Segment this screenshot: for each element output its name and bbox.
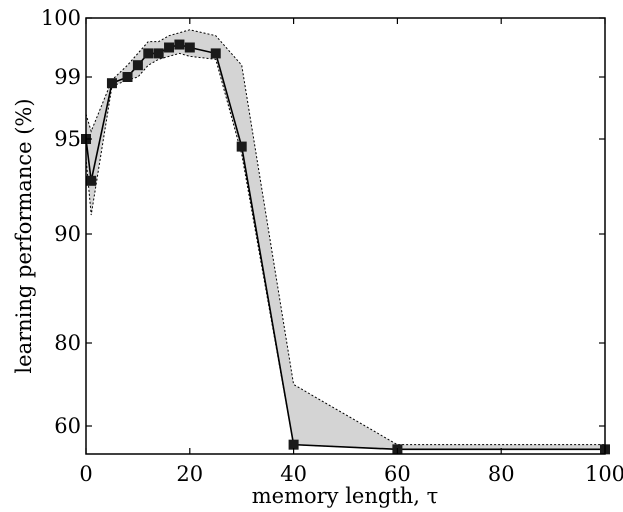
x-tick-label: 40 xyxy=(280,462,307,486)
confidence-band xyxy=(85,29,605,450)
band-upper-edge xyxy=(85,29,605,446)
data-point-marker xyxy=(184,42,195,53)
y-tick-label: 90 xyxy=(54,222,81,246)
data-point-marker xyxy=(86,175,97,186)
data-point-marker xyxy=(143,48,154,59)
data-point-marker xyxy=(153,48,164,59)
band-lower-edge xyxy=(85,52,605,450)
y-tick-label: 80 xyxy=(54,331,81,355)
plot-frame xyxy=(85,17,606,455)
y-tick-label: 95 xyxy=(54,127,81,151)
series-polyline xyxy=(85,43,605,451)
y-tick-label: 60 xyxy=(54,414,81,438)
data-point-marker xyxy=(106,78,117,89)
y-ticks: 60 80 90 95 99 100 xyxy=(41,6,605,438)
data-point-marker xyxy=(288,439,299,450)
data-point-marker xyxy=(174,39,185,50)
y-axis-label: learning performance (%) xyxy=(12,98,36,373)
series-markers xyxy=(81,39,610,455)
series-line xyxy=(85,43,605,451)
data-point-marker xyxy=(132,60,143,71)
x-tick-label: 20 xyxy=(176,462,203,486)
x-tick-label: 0 xyxy=(79,462,92,486)
x-ticks: 0 20 40 60 80 100 xyxy=(79,18,623,486)
band-area xyxy=(86,29,605,450)
y-tick-label: 99 xyxy=(54,65,81,89)
data-point-marker xyxy=(210,48,221,59)
x-axis-label: memory length, τ xyxy=(252,484,439,508)
x-tick-label: 80 xyxy=(488,462,515,486)
data-point-marker xyxy=(164,42,175,53)
data-point-marker xyxy=(122,72,133,82)
data-point-marker xyxy=(236,141,247,152)
x-tick-label: 60 xyxy=(384,462,411,486)
x-tick-label: 100 xyxy=(585,462,623,486)
y-tick-label: 100 xyxy=(41,6,81,30)
